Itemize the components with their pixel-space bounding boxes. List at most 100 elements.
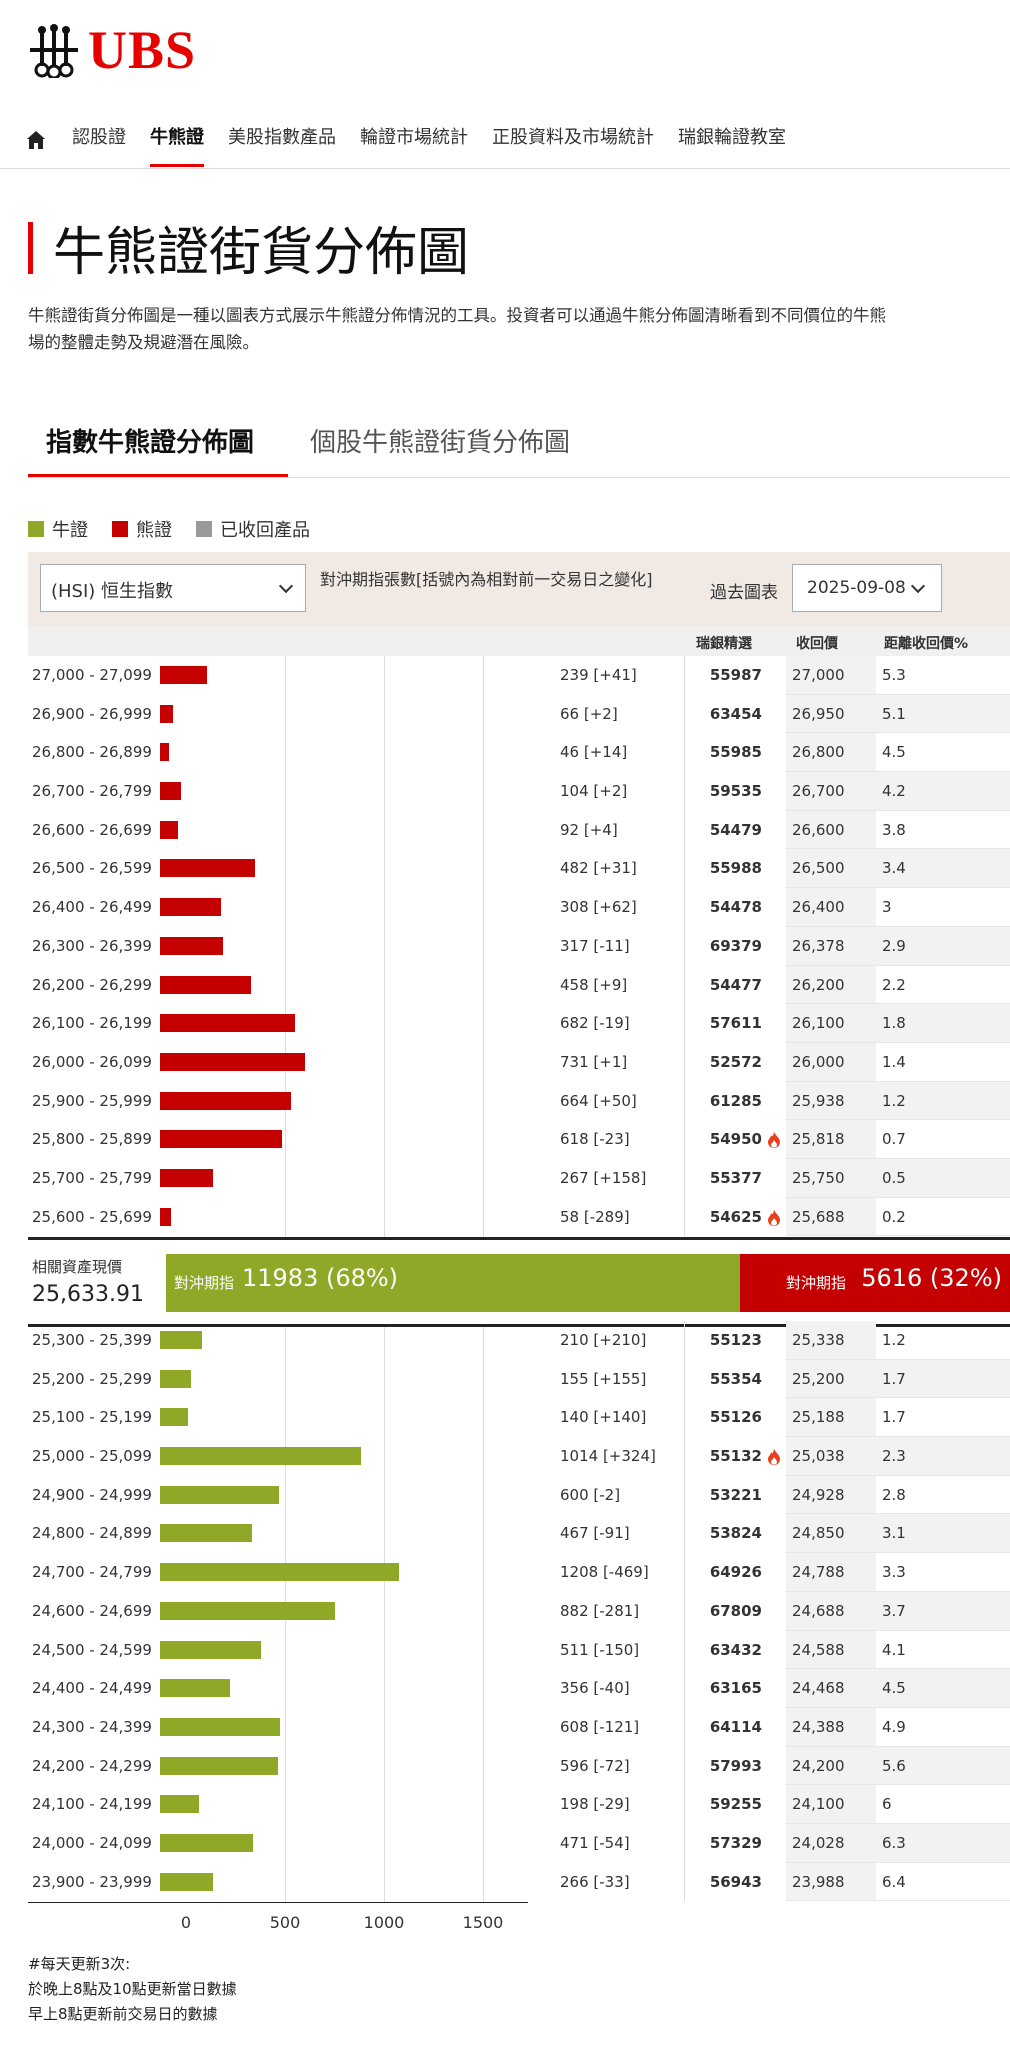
asset-price-label: 相關資產現價 [32, 1258, 123, 1276]
product-code[interactable]: 55987 [684, 656, 786, 695]
bull-bar[interactable] [160, 1524, 253, 1543]
distance-pct: 0.2 [882, 1207, 906, 1226]
price-range: 24,000 - 24,099 [32, 1833, 152, 1852]
product-code[interactable]: 54479 [684, 810, 786, 850]
product-code[interactable]: 55377 [684, 1158, 786, 1198]
bull-bar[interactable] [160, 1679, 231, 1698]
nav-item-market-stats[interactable]: 輪證市場統計 [360, 127, 468, 148]
nav-divider [0, 168, 1010, 169]
bull-bar[interactable] [160, 1563, 400, 1582]
bull-bar[interactable] [160, 1408, 188, 1427]
bear-bar[interactable] [160, 1052, 305, 1071]
hedge-count: 1208 [-469] [560, 1563, 649, 1582]
distance-pct: 3.7 [876, 1591, 1010, 1631]
hedge-count: 308 [+62] [560, 898, 637, 917]
product-code[interactable]: 57329 [684, 1823, 786, 1863]
product-code[interactable]: 63454 [684, 694, 786, 734]
nav-item-us-index[interactable]: 美股指數產品 [228, 127, 336, 148]
distance-pct: 3.1 [876, 1514, 1010, 1554]
product-code[interactable]: 53824 [684, 1514, 786, 1554]
nav-item-cbbc[interactable]: 牛熊證 [150, 123, 204, 167]
product-code[interactable]: 64114 [684, 1707, 786, 1747]
product-code[interactable]: 63432 [684, 1630, 786, 1670]
hedge-count: 239 [+41] [560, 666, 637, 684]
bull-bar[interactable] [160, 1833, 254, 1852]
distance-pct: 3 [882, 898, 892, 917]
hedge-count: 482 [+31] [560, 859, 637, 878]
bear-bar[interactable] [160, 936, 223, 955]
product-code[interactable]: 64926 [684, 1553, 786, 1592]
bull-bar[interactable] [160, 1872, 213, 1891]
distance-pct: 4.2 [876, 772, 1010, 811]
bull-bar[interactable] [160, 1795, 200, 1814]
price-range: 25,600 - 25,699 [32, 1207, 152, 1226]
distance-pct: 3.4 [876, 849, 1010, 889]
price-range: 24,100 - 24,199 [32, 1795, 152, 1814]
bear-bar[interactable] [160, 820, 179, 839]
price-range: 25,300 - 25,399 [32, 1331, 152, 1349]
product-code[interactable]: 61285 [684, 1081, 786, 1121]
product-code[interactable]: 56943 [684, 1862, 786, 1902]
nav-item-stock-data[interactable]: 正股資料及市場統計 [492, 127, 654, 148]
bear-bar[interactable] [160, 666, 208, 684]
distance-pct: 2.8 [882, 1485, 906, 1504]
product-code[interactable]: 55354 [684, 1359, 786, 1399]
product-code[interactable]: 55988 [684, 849, 786, 889]
product-code[interactable]: 59535 [684, 772, 786, 811]
bear-bar[interactable] [160, 1168, 213, 1187]
tab-stock-cbbc[interactable]: 個股牛熊證街貨分佈圖 [310, 428, 571, 458]
ubs-logo[interactable]: UBS [28, 22, 196, 78]
product-code[interactable]: 53221 [684, 1475, 786, 1515]
bull-bar[interactable] [160, 1447, 361, 1466]
product-code[interactable]: 55123 [684, 1321, 786, 1360]
product-code[interactable]: 67809 [684, 1591, 786, 1631]
product-code[interactable]: 54950 [684, 1120, 786, 1159]
nav-item-warrants[interactable]: 認股證 [72, 127, 126, 148]
bull-bar[interactable] [160, 1331, 202, 1349]
product-code[interactable]: 54478 [684, 888, 786, 927]
bear-bar[interactable] [160, 743, 170, 762]
product-code[interactable]: 63165 [684, 1669, 786, 1708]
x-tick-label: 0 [180, 1913, 192, 1932]
product-code[interactable]: 59255 [684, 1785, 786, 1824]
call-price: 26,700 [786, 772, 876, 811]
tab-index-cbbc[interactable]: 指數牛熊證分佈圖 [46, 428, 255, 458]
bull-bar[interactable] [160, 1717, 281, 1736]
price-range: 25,000 - 25,099 [32, 1447, 152, 1466]
product-code[interactable]: 54477 [684, 965, 786, 1005]
call-price: 26,600 [786, 810, 876, 850]
bear-bar[interactable] [160, 782, 181, 801]
bull-bar[interactable] [160, 1601, 335, 1620]
home-icon[interactable] [26, 130, 46, 150]
bull-bar[interactable] [160, 1485, 279, 1504]
bull-row: 24,000 - 24,099 471 [-54] 57329 24,028 6.3 [28, 1823, 1010, 1863]
bear-bar[interactable] [160, 1091, 292, 1110]
product-code[interactable]: 57611 [684, 1004, 786, 1043]
bull-bar[interactable] [160, 1640, 262, 1659]
index-select[interactable]: (HSI) 恒生指數 [40, 564, 306, 612]
date-select[interactable]: 2025-09-08 [792, 564, 942, 612]
product-code[interactable]: 54625 [684, 1197, 786, 1237]
bear-bar[interactable] [160, 1207, 172, 1226]
product-code[interactable]: 57993 [684, 1746, 786, 1786]
bull-bar[interactable] [160, 1369, 191, 1388]
product-code[interactable]: 69379 [684, 926, 786, 966]
bear-bar[interactable] [160, 704, 174, 723]
bull-row: 24,100 - 24,199 198 [-29] 59255 24,100 6 [28, 1785, 1010, 1824]
product-code[interactable]: 55132 [684, 1437, 786, 1476]
bear-bar[interactable] [160, 1130, 283, 1149]
bear-bar[interactable] [160, 975, 251, 994]
x-tick-label: 1500 [462, 1913, 504, 1932]
bear-bar[interactable] [160, 859, 256, 878]
bear-bar[interactable] [160, 1014, 296, 1033]
bear-bar[interactable] [160, 898, 221, 917]
product-code[interactable]: 52572 [684, 1042, 786, 1082]
nav-item-academy[interactable]: 瑞銀輪證教室 [678, 127, 786, 148]
bull-bar[interactable] [160, 1756, 278, 1775]
product-code[interactable]: 55126 [684, 1398, 786, 1438]
hedge-count: 596 [-72] [560, 1756, 630, 1775]
distance-pct: 5.6 [876, 1746, 1010, 1786]
price-range: 24,700 - 24,799 [32, 1563, 152, 1582]
product-code[interactable]: 55985 [684, 733, 786, 773]
bull-row: 24,600 - 24,699 882 [-281] 67809 24,688 3.7 [28, 1591, 1010, 1631]
